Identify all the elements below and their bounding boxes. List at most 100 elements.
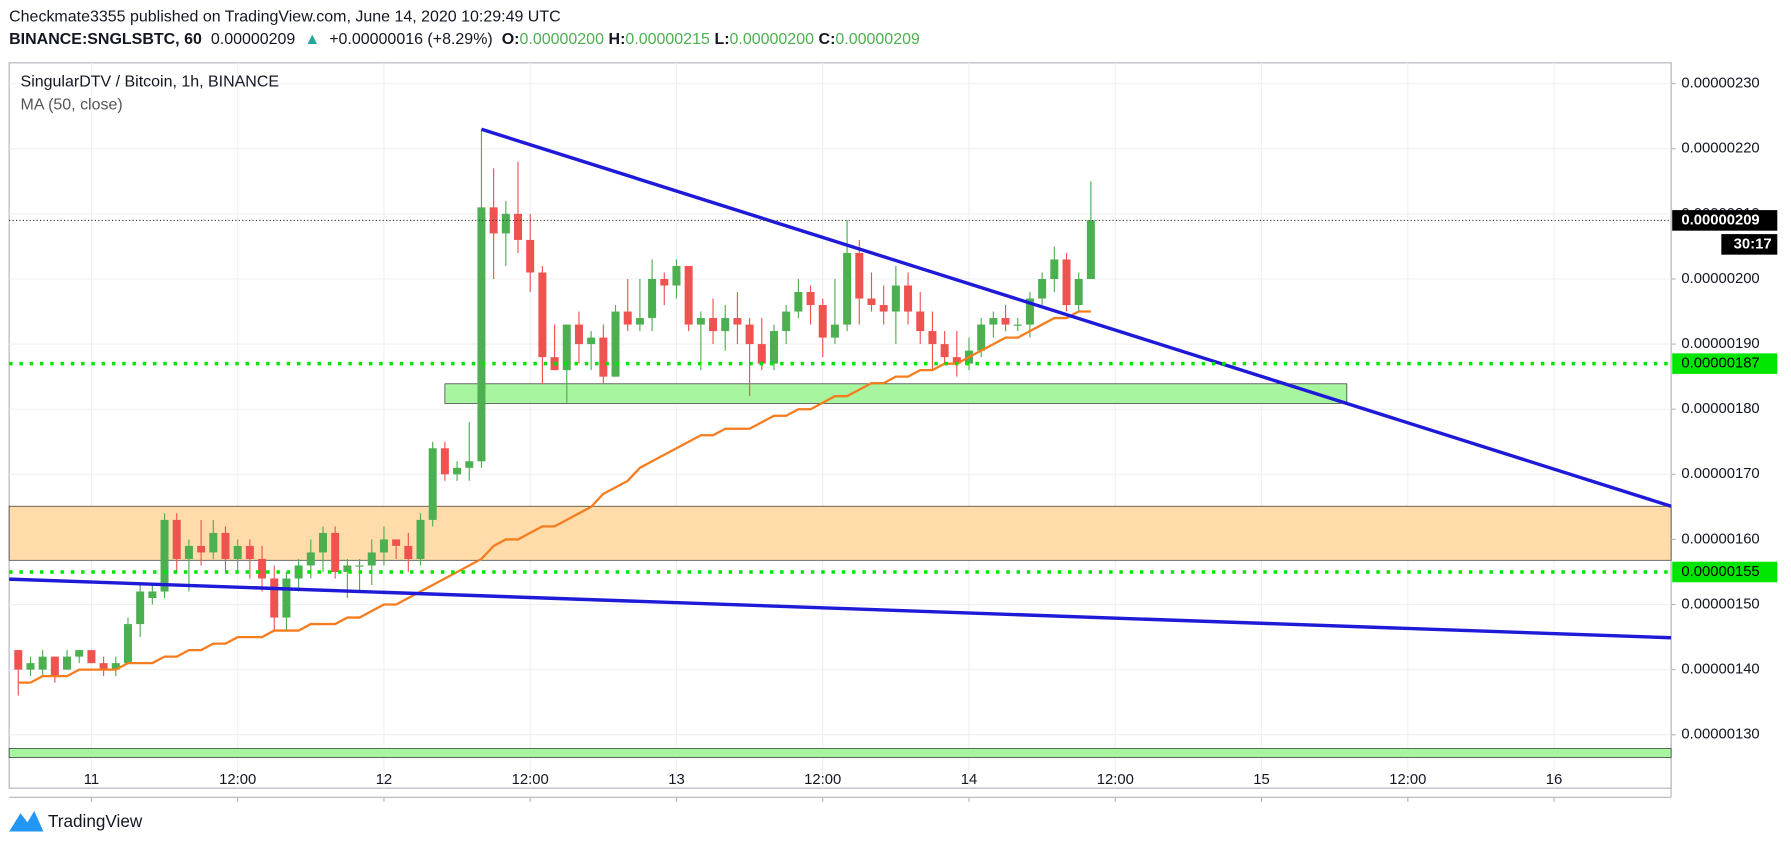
- ohlc-key: H:: [609, 31, 626, 48]
- candle-body: [599, 337, 608, 377]
- countdown-label: 30:17: [1734, 236, 1772, 252]
- legend-title: SingularDTV / Bitcoin, 1h, BINANCE: [21, 73, 280, 90]
- author-line: Checkmate3355 published on TradingView.c…: [9, 8, 561, 25]
- change: +0.00000016 (+8.29%): [329, 31, 493, 48]
- axes: 0.00000130 0.00000140 0.00000150 0.00000160…: [84, 76, 1778, 802]
- candle-body: [891, 285, 900, 312]
- candle-body: [87, 650, 96, 664]
- candle-body: [745, 324, 754, 345]
- candle-body: [916, 311, 925, 332]
- candle-body: [465, 461, 474, 468]
- candle-body: [940, 344, 949, 358]
- candle-body: [989, 318, 998, 325]
- candle-body: [184, 545, 193, 559]
- x-tick-label: 12:00: [1389, 772, 1426, 788]
- trend-line: [480, 127, 1672, 508]
- candle-body: [270, 578, 279, 618]
- candle-body: [233, 545, 242, 559]
- candle-body: [867, 298, 876, 306]
- candle-body: [50, 656, 59, 677]
- candle-body: [306, 552, 315, 566]
- candle-body: [318, 532, 327, 553]
- ohlc-key: O:: [502, 31, 520, 48]
- footer: TradingView: [48, 811, 143, 831]
- ohlc-key: C:: [819, 31, 836, 48]
- symbol-line: BINANCE:SNGLSBTC, 60 0.00000209 ▲ +0.000…: [9, 31, 920, 48]
- y-tick-label: 0.00000150: [1681, 596, 1759, 612]
- candle-body: [416, 519, 425, 559]
- candle-body: [696, 318, 705, 325]
- x-tick-label: 12: [376, 772, 393, 788]
- symbol: BINANCE:SNGLSBTC, 60: [9, 31, 202, 48]
- candle-body: [1013, 324, 1022, 326]
- candle-body: [123, 624, 132, 664]
- last: 0.00000209: [211, 31, 296, 48]
- candle-body: [282, 578, 291, 618]
- x-tick-label: 12:00: [1097, 772, 1134, 788]
- candle-body: [782, 311, 791, 332]
- candle-body: [635, 318, 644, 325]
- y-tick-label: 0.00000170: [1681, 466, 1759, 482]
- candle-body: [172, 519, 181, 559]
- candle-body: [477, 207, 486, 462]
- ohlc-value: 0.00000215: [625, 31, 710, 48]
- zones: [8, 383, 1672, 758]
- candle-body: [562, 324, 571, 371]
- ma-line: [18, 310, 1091, 684]
- level-label-box: [1672, 353, 1778, 374]
- candle-body: [526, 239, 535, 273]
- candles: [14, 129, 1095, 696]
- x-tick-label: 11: [84, 772, 99, 788]
- x-tick-label: 12:00: [512, 772, 549, 788]
- candle-body: [99, 663, 108, 670]
- candle-body: [538, 272, 547, 358]
- logo-icon: [9, 810, 44, 832]
- candle-body: [245, 545, 254, 559]
- candle-body: [806, 292, 815, 306]
- arrow: ▲: [304, 31, 320, 48]
- candle-body: [38, 656, 47, 670]
- candle-body: [355, 565, 364, 567]
- candle-body: [514, 213, 523, 240]
- y-tick-label: 0.00000200: [1681, 271, 1759, 287]
- level-label-box: [1672, 561, 1778, 583]
- candle-body: [952, 357, 961, 364]
- candle-body: [343, 565, 352, 572]
- candle-body: [453, 467, 462, 475]
- candle-body: [928, 331, 937, 345]
- candle-body: [1074, 278, 1083, 306]
- trend-line: [9, 577, 1672, 640]
- ohlc-key: L:: [714, 31, 729, 48]
- x-tick-label: 16: [1546, 772, 1563, 788]
- candle-body: [1038, 278, 1047, 299]
- candle-body: [1025, 298, 1034, 325]
- candle-body: [684, 265, 693, 325]
- candle-body: [1062, 259, 1071, 306]
- candle-body: [136, 591, 145, 625]
- level-label: 0.00000155: [1681, 564, 1759, 580]
- candle-body: [818, 305, 827, 338]
- candle-body: [489, 207, 498, 234]
- candle-body: [1001, 318, 1010, 325]
- candle-body: [111, 663, 120, 670]
- candle-body: [977, 324, 986, 351]
- candle-body: [209, 532, 218, 553]
- legend-ma: MA (50, close): [21, 96, 123, 113]
- y-tick-label: 0.00000230: [1681, 76, 1759, 92]
- candle-body: [672, 265, 681, 286]
- candle-body: [379, 539, 388, 553]
- ohlc-value: 0.00000209: [835, 31, 920, 48]
- candle-body: [428, 448, 437, 520]
- x-tick-label: 12:00: [804, 772, 841, 788]
- candle-body: [587, 337, 596, 345]
- candle-body: [26, 663, 35, 670]
- zone: [8, 748, 1672, 758]
- candle-body: [879, 305, 888, 312]
- x-tick-label: 15: [1253, 772, 1270, 788]
- candle-body: [367, 552, 376, 566]
- candle-body: [843, 252, 852, 325]
- candle-body: [648, 278, 657, 319]
